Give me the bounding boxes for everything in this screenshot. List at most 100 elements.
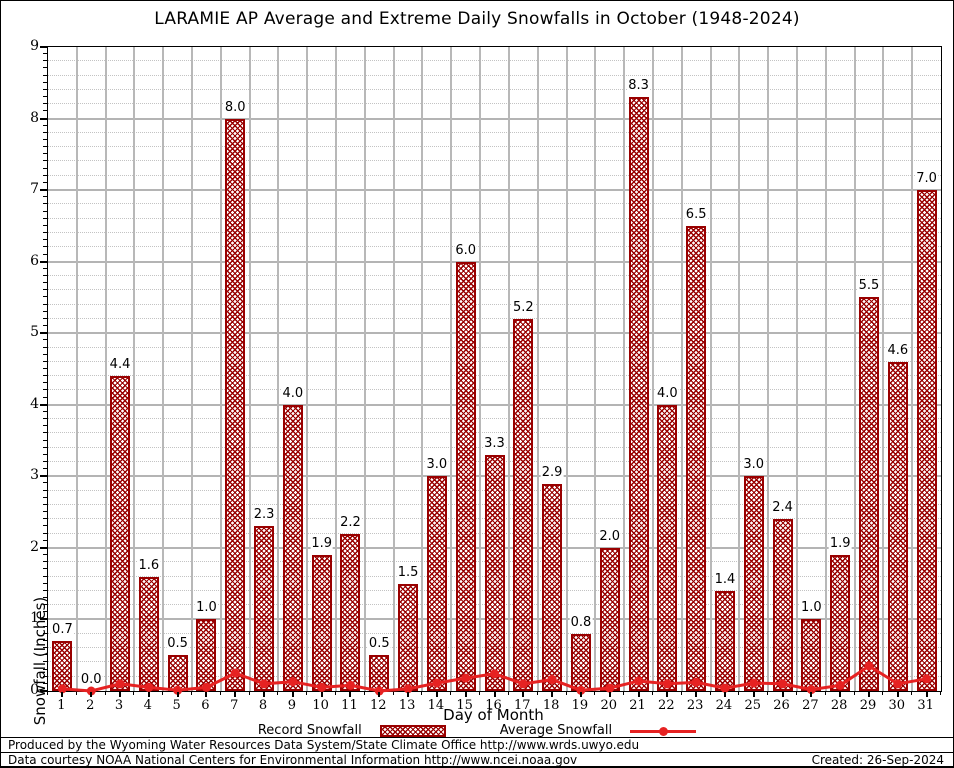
y-axis-label-wrap: Snowfall (Inches) bbox=[12, 290, 49, 725]
record-bar-day-10 bbox=[311, 555, 332, 691]
average-point-day-26 bbox=[778, 679, 788, 689]
gridline-minor bbox=[48, 432, 941, 434]
average-point-day-21 bbox=[634, 676, 644, 686]
bar-value-label: 1.0 bbox=[800, 600, 823, 616]
gridline-vertical bbox=[680, 47, 683, 691]
bar-value-label: 8.3 bbox=[627, 78, 650, 94]
gridline-vertical bbox=[392, 47, 395, 691]
record-bar-day-4 bbox=[138, 576, 159, 691]
average-point-day-5 bbox=[173, 685, 183, 695]
plot-area: 0.7 0.0 4.4 1.6 0.5 1.0 8.0 2.3 4.0 1.9 2.2 0.5 1.5 3… bbox=[47, 46, 942, 696]
average-point-day-27 bbox=[806, 685, 816, 695]
bar-value-label: 6.5 bbox=[684, 206, 708, 222]
chart-title: LARAMIE AP Average and Extreme Daily Sno… bbox=[154, 9, 800, 29]
gridline-vertical bbox=[709, 47, 712, 691]
average-point-day-19 bbox=[576, 685, 586, 695]
record-bar-day-31 bbox=[916, 190, 937, 691]
gridline-vertical bbox=[594, 47, 597, 691]
gridline-vertical bbox=[306, 47, 309, 691]
bar-value-label: 5.2 bbox=[511, 299, 535, 315]
record-bar-day-11 bbox=[340, 533, 361, 691]
gridline-minor bbox=[48, 103, 941, 105]
record-bar-day-13 bbox=[398, 583, 419, 691]
record-bar-day-8 bbox=[254, 526, 275, 691]
record-bar-day-19 bbox=[570, 633, 591, 691]
gridline-minor bbox=[48, 360, 941, 362]
record-bar-day-30 bbox=[887, 361, 908, 691]
bar-value-label: 0.7 bbox=[51, 621, 74, 637]
average-point-day-4 bbox=[144, 682, 154, 692]
bar-value-label: 0.0 bbox=[79, 672, 103, 687]
gridline-vertical bbox=[911, 47, 914, 691]
gridline-vertical bbox=[219, 47, 222, 691]
bar-value-label: 4.4 bbox=[108, 357, 132, 373]
average-point-day-8 bbox=[259, 679, 269, 689]
gridline-minor bbox=[48, 232, 941, 234]
bar-value-label: 1.9 bbox=[828, 536, 852, 552]
gridline-vertical bbox=[738, 47, 741, 691]
record-bar-day-22 bbox=[657, 404, 678, 691]
footer-separator-top bbox=[0, 737, 954, 738]
average-point-day-11 bbox=[345, 680, 355, 690]
average-point-day-2 bbox=[86, 686, 96, 696]
average-point-day-17 bbox=[518, 679, 528, 689]
record-bar-day-25 bbox=[743, 476, 764, 691]
gridline-vertical bbox=[882, 47, 885, 691]
record-snowfall-swatch-icon bbox=[379, 724, 446, 737]
gridline-major bbox=[48, 189, 941, 192]
gridline-vertical bbox=[479, 47, 482, 691]
gridline-minor bbox=[48, 346, 941, 348]
footer-data-courtesy: Data courtesy NOAA National Centers for … bbox=[8, 753, 578, 767]
bar-value-label: 6.0 bbox=[454, 242, 478, 258]
average-point-day-9 bbox=[288, 677, 298, 687]
record-bar-day-24 bbox=[714, 590, 735, 691]
bar-value-label: 2.4 bbox=[771, 500, 794, 516]
gridline-minor bbox=[48, 160, 941, 162]
bar-value-label: 4.0 bbox=[655, 385, 679, 401]
gridline-major bbox=[48, 403, 941, 406]
gridline-vertical bbox=[767, 47, 770, 691]
footer-produced-by: Produced by the Wyoming Water Resources … bbox=[8, 738, 640, 752]
record-bar-day-26 bbox=[772, 519, 793, 691]
gridline-minor bbox=[48, 74, 941, 76]
gridline-vertical bbox=[507, 47, 510, 691]
bar-value-label: 1.5 bbox=[396, 564, 420, 580]
gridline-minor bbox=[48, 146, 941, 148]
record-bar-day-17 bbox=[513, 318, 534, 691]
gridline-minor bbox=[48, 88, 941, 90]
gridline-vertical bbox=[104, 47, 107, 691]
gridline-vertical bbox=[162, 47, 165, 691]
gridline-major bbox=[48, 260, 941, 263]
footer-separator-mid bbox=[0, 752, 954, 753]
gridline-vertical bbox=[450, 47, 453, 691]
average-point-day-22 bbox=[662, 679, 672, 689]
record-bar-day-7 bbox=[225, 118, 246, 691]
bar-value-label: 1.0 bbox=[195, 600, 218, 616]
average-snowfall-line-icon bbox=[630, 725, 697, 737]
record-bar-day-9 bbox=[282, 404, 303, 691]
gridline-minor bbox=[48, 274, 941, 276]
average-point-day-20 bbox=[605, 683, 615, 693]
average-point-day-1 bbox=[57, 684, 67, 694]
legend-record-label: Record Snowfall bbox=[257, 723, 362, 738]
gridline-vertical bbox=[795, 47, 798, 691]
gridline-vertical bbox=[853, 47, 856, 691]
gridline-minor bbox=[48, 289, 941, 291]
gridline-vertical bbox=[565, 47, 568, 691]
gridline-minor bbox=[48, 203, 941, 205]
gridline-major bbox=[48, 117, 941, 120]
average-point-day-18 bbox=[547, 675, 557, 685]
average-point-day-6 bbox=[201, 682, 211, 692]
record-bar-day-15 bbox=[455, 261, 476, 691]
average-point-day-16 bbox=[490, 669, 499, 679]
bar-value-label: 7.0 bbox=[915, 171, 938, 187]
record-bar-day-23 bbox=[686, 225, 707, 691]
gridline-vertical bbox=[277, 47, 280, 691]
average-point-day-3 bbox=[115, 679, 125, 689]
gridline-minor bbox=[48, 217, 941, 219]
bar-value-label: 0.8 bbox=[569, 614, 593, 630]
record-bar-day-21 bbox=[628, 97, 649, 691]
bar-value-label: 0.5 bbox=[367, 636, 391, 652]
record-bar-day-6 bbox=[196, 619, 217, 691]
average-point-day-29 bbox=[864, 661, 874, 671]
